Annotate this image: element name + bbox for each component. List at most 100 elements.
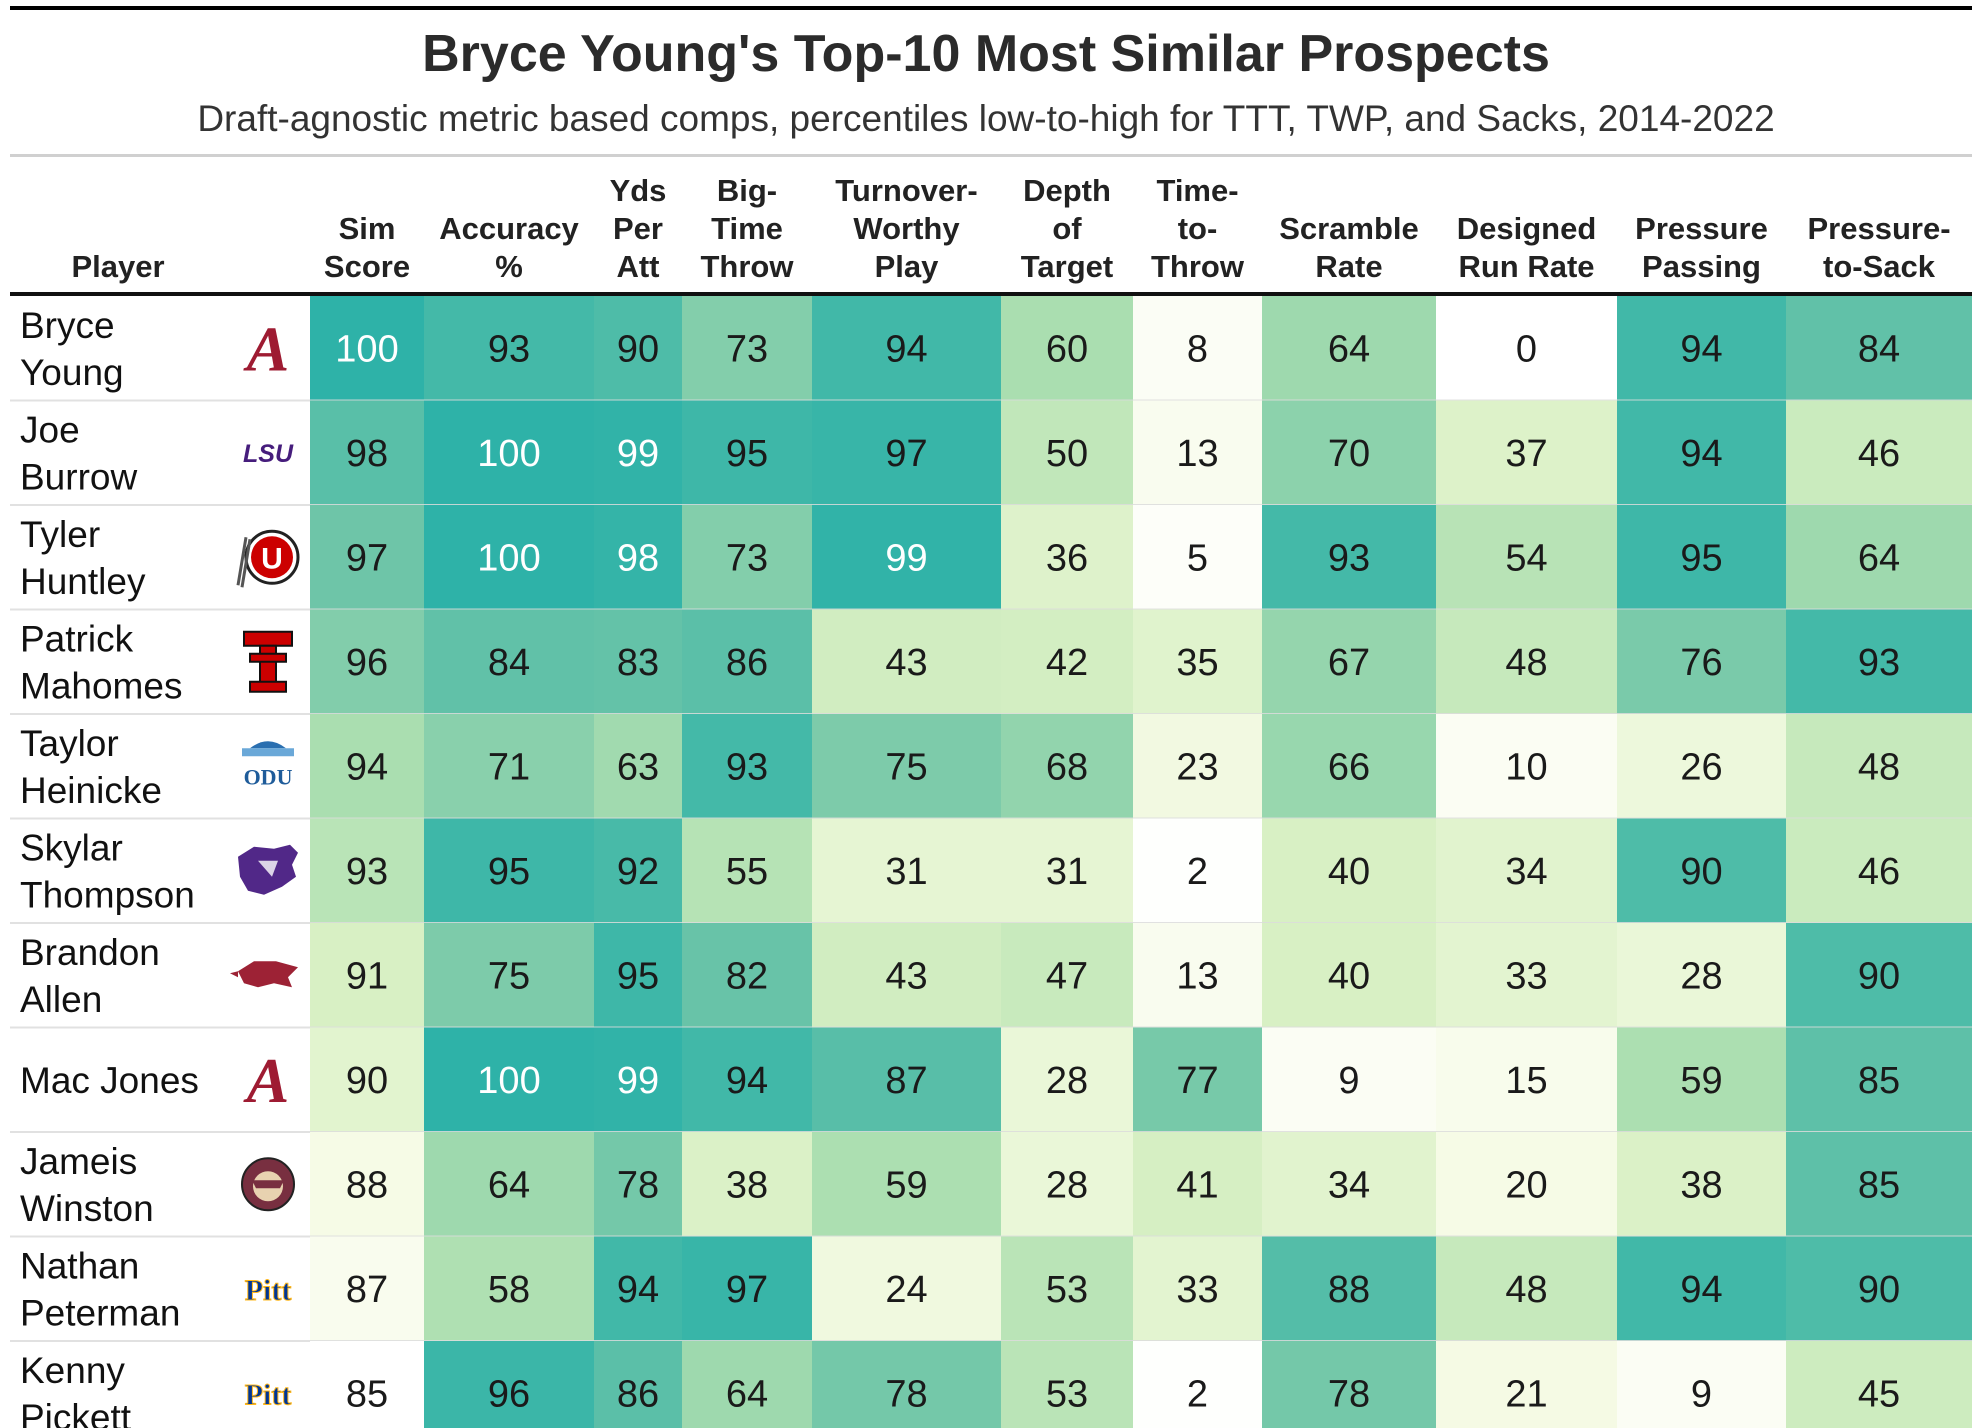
cell-acc: 84: [488, 642, 530, 684]
cell-adot: 28: [1046, 1060, 1088, 1102]
table-row: 91 75 95 82 43 47 13 40 33 28 90 Brandon Allen: [10, 923, 1972, 1029]
cell-scr: 34: [1328, 1164, 1370, 1206]
svg-text:U: U: [261, 542, 283, 575]
cell-p2s: 46: [1858, 433, 1900, 475]
player-name-line-1: Heinicke: [20, 770, 162, 811]
cell-pp-bg: [1617, 505, 1786, 610]
cell-scr: 9: [1338, 1060, 1359, 1102]
header-bottom-rule: [10, 292, 1972, 296]
column-header-twp-line-2: Play: [875, 249, 940, 284]
cell-pp: 94: [1680, 328, 1722, 370]
cell-drr-bg: [1436, 1341, 1617, 1428]
cell-twp: 78: [885, 1373, 927, 1415]
cell-sim-bg: [310, 505, 424, 610]
column-header-sim-line-1: Score: [324, 249, 410, 284]
cell-ttt-bg: [1133, 505, 1262, 610]
cell-acc: 95: [488, 851, 530, 893]
cell-ypa-bg: [594, 818, 682, 923]
cell-pp-bg: [1617, 1341, 1786, 1428]
cell-btt-bg: [682, 714, 812, 819]
cell-p2s-bg: [1786, 923, 1972, 1028]
cell-ttt: 23: [1176, 746, 1218, 788]
cell-p2s-bg: [1786, 1027, 1972, 1132]
cell-ypa: 94: [617, 1269, 659, 1311]
cell-scr: 78: [1328, 1373, 1370, 1415]
texas-tech-logo-icon: [243, 630, 293, 693]
column-header-pp-line-0: Pressure: [1635, 211, 1768, 246]
cell-drr: 48: [1505, 1269, 1547, 1311]
cell-ttt-bg: [1133, 714, 1262, 819]
cell-btt: 73: [726, 537, 768, 579]
column-header-btt-line-2: Throw: [701, 249, 795, 284]
cell-adot-bg: [1001, 1027, 1133, 1132]
cell-scr: 66: [1328, 746, 1370, 788]
column-header-acc-line-0: Accuracy: [439, 211, 579, 246]
cell-btt-bg: [682, 296, 812, 401]
cell-btt-bg: [682, 818, 812, 923]
cell-scr-bg: [1262, 1341, 1436, 1428]
cell-drr: 20: [1505, 1164, 1547, 1206]
column-header-drr-line-0: Designed: [1457, 211, 1597, 246]
cell-twp: 43: [885, 642, 927, 684]
cell-pp: 94: [1680, 433, 1722, 475]
cell-ypa: 78: [617, 1164, 659, 1206]
cell-adot-bg: [1001, 818, 1133, 923]
cell-scr: 40: [1328, 851, 1370, 893]
cell-ypa-bg: [594, 1341, 682, 1428]
cell-sim: 88: [346, 1164, 388, 1206]
cell-drr-bg: [1436, 818, 1617, 923]
cell-pp: 38: [1680, 1164, 1722, 1206]
cell-adot: 53: [1046, 1269, 1088, 1311]
cell-adot: 42: [1046, 642, 1088, 684]
cell-twp: 97: [885, 433, 927, 475]
player-name-line-0: Mac Jones: [20, 1060, 199, 1101]
table-row: 93 95 92 55 31 31 2 40 34 90 46 Skylar Thompson: [10, 818, 1972, 924]
cell-adot: 28: [1046, 1164, 1088, 1206]
cell-ypa: 99: [617, 433, 659, 475]
cell-drr-bg: [1436, 714, 1617, 819]
cell-ttt: 35: [1176, 642, 1218, 684]
cell-scr-bg: [1262, 923, 1436, 1028]
cell-pp-bg: [1617, 1027, 1786, 1132]
cell-ttt-bg: [1133, 923, 1262, 1028]
cell-adot-bg: [1001, 400, 1133, 505]
cell-acc-bg: [424, 923, 594, 1028]
cell-adot-bg: [1001, 296, 1133, 401]
cell-drr-bg: [1436, 1132, 1617, 1237]
cell-pp-bg: [1617, 296, 1786, 401]
cell-ttt: 13: [1176, 955, 1218, 997]
cell-scr-bg: [1262, 818, 1436, 923]
cell-p2s: 90: [1858, 1269, 1900, 1311]
table-row: 85 96 86 64 78 53 2 78 21 9 45 Kenny Pickett Pitt: [20, 1341, 1972, 1428]
player-name-line-0: Taylor: [20, 723, 119, 764]
player-name-line-0: Kenny: [20, 1350, 125, 1391]
player-name-line-1: Burrow: [20, 457, 137, 498]
column-header-btt-line-0: Big-: [717, 173, 777, 208]
table-row: 94 71 63 93 75 68 23 66 10 26 48 Taylor Heinicke ODU: [10, 714, 1972, 820]
cell-twp: 99: [885, 537, 927, 579]
cell-ypa-bg: [594, 1236, 682, 1341]
cell-acc-bg: [424, 1027, 594, 1132]
cell-ttt: 2: [1187, 1373, 1208, 1415]
cell-scr: 67: [1328, 642, 1370, 684]
cell-sim: 90: [346, 1060, 388, 1102]
cell-adot: 50: [1046, 433, 1088, 475]
chart-subtitle: Draft-agnostic metric based comps, perce…: [197, 98, 1775, 139]
cell-p2s: 93: [1858, 642, 1900, 684]
cell-twp: 75: [885, 746, 927, 788]
column-header-ypa-line-1: Per: [613, 211, 663, 246]
cell-pp-bg: [1617, 923, 1786, 1028]
cell-btt-bg: [682, 400, 812, 505]
cell-ypa-bg: [594, 609, 682, 714]
table-row: 100 93 90 73 94 60 8 64 0 94 84 Bryce Young A: [10, 296, 1972, 402]
cell-btt-bg: [682, 1341, 812, 1428]
cell-acc-bg: [424, 505, 594, 610]
cell-ttt-bg: [1133, 400, 1262, 505]
svg-text:Pitt: Pitt: [245, 1378, 292, 1411]
cell-drr: 48: [1505, 642, 1547, 684]
table-row: 96 84 83 86 43 42 35 67 48 76 93 Patrick Mahomes: [10, 609, 1972, 715]
cell-btt-bg: [682, 1236, 812, 1341]
cell-btt-bg: [682, 1132, 812, 1237]
